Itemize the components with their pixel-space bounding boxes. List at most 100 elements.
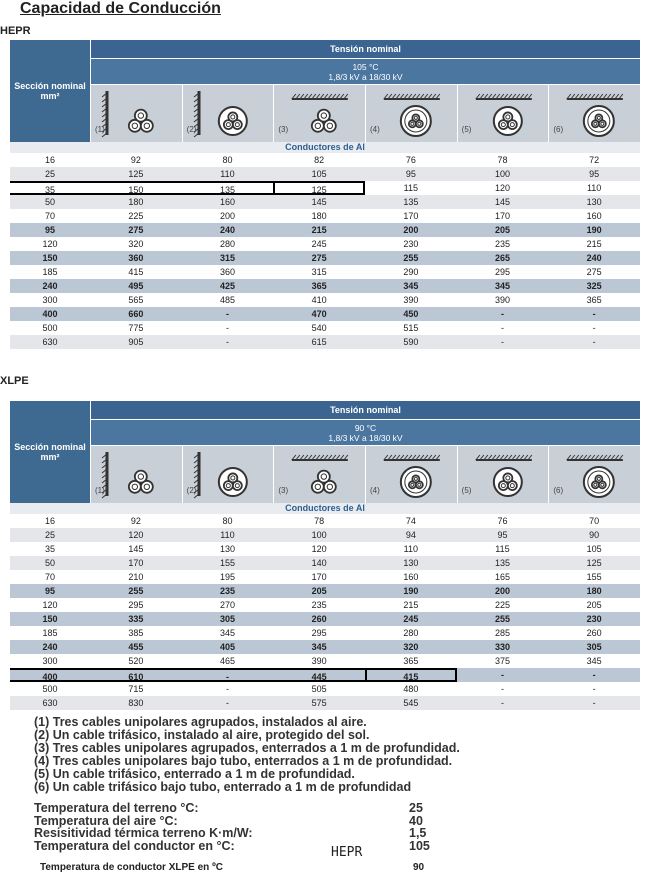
- table-cell: 455: [128, 642, 144, 652]
- table-cell: -: [500, 684, 504, 694]
- table-cell: 630: [42, 698, 58, 708]
- table-cell: 165: [494, 572, 510, 582]
- table-row: 400 660 - 470 450 - -: [10, 307, 640, 321]
- table-cell: 575: [311, 698, 327, 708]
- table-cell: 125: [273, 181, 365, 195]
- condition-value: 105: [409, 838, 430, 853]
- table-row: 70 225 200 180 170 170 160: [10, 209, 640, 223]
- icon-cell: (3): [273, 445, 365, 503]
- table-cell: 150: [42, 253, 58, 263]
- section-header: Sección nominal mm²: [10, 40, 90, 142]
- table-cell: 260: [586, 628, 602, 638]
- table-cell: 905: [128, 337, 144, 347]
- table-cell: 130: [403, 558, 419, 568]
- icon-cell: (1): [90, 445, 182, 503]
- table-cell: 35: [44, 544, 55, 554]
- voltage: 1,8/3 kV a 18/30 kV: [328, 432, 403, 443]
- table-cell: 280: [219, 239, 235, 249]
- table-row: 400 610-445 415- -: [10, 668, 640, 682]
- table-cell: 200: [403, 225, 419, 235]
- icon-cell: (2): [181, 445, 274, 503]
- table-cell: 345: [494, 281, 510, 291]
- condition-label: Temperatura del conductor en °C:: [34, 838, 235, 853]
- table-cell: 76: [497, 516, 508, 526]
- table-cell: 235: [311, 600, 327, 610]
- table-cell: 470: [311, 309, 327, 319]
- temperature-band: 90 °C 1,8/3 kV a 18/30 kV: [90, 419, 640, 445]
- table-cell: 335: [128, 614, 144, 624]
- table-cell: 100: [311, 530, 327, 540]
- table-row: 25 120 110 100 94 95 90: [10, 528, 640, 542]
- column-label: (2): [186, 125, 197, 134]
- table-cell: 275: [311, 253, 327, 263]
- column-label: (2): [186, 486, 197, 495]
- table-cell: -: [225, 309, 229, 319]
- unit: mm²: [40, 91, 60, 101]
- table-cell: 160: [219, 197, 235, 207]
- column-label: (6): [553, 125, 564, 134]
- table-cell: 120: [311, 544, 327, 554]
- table-cell: 70: [44, 211, 55, 221]
- table-cell: 320: [403, 642, 419, 652]
- table-cell: -: [592, 323, 596, 333]
- icon-cell: (2): [181, 84, 274, 142]
- table-cell: 360: [219, 267, 235, 277]
- table-cell: 775: [128, 323, 144, 333]
- table-cell: 415: [128, 267, 144, 277]
- conditions: Temperatura del terreno °C: 25 Temperatura…: [34, 802, 454, 852]
- install-icon: [383, 454, 441, 498]
- table-cell: 255: [403, 253, 419, 263]
- icon-cell: (4): [365, 84, 457, 142]
- table-cell: 485: [219, 295, 235, 305]
- table-cell: 140: [311, 558, 327, 568]
- table-label: HEPR: [0, 25, 31, 37]
- table-cell: 95: [497, 530, 508, 540]
- table-cell: 265: [494, 253, 510, 263]
- table-row: 150 335 305 260 245 255 230: [10, 612, 640, 626]
- table-cell: 70: [589, 516, 600, 526]
- table-cell: 80: [222, 155, 233, 165]
- table-cell: 230: [403, 239, 419, 249]
- table-cell: 185: [42, 267, 58, 277]
- voltage-header: Tensión nominal: [90, 40, 640, 58]
- table-cell: 450: [403, 309, 419, 319]
- table-cell: -: [225, 323, 229, 333]
- table-cell: 78: [497, 155, 508, 165]
- table-cell: 235: [219, 586, 235, 596]
- table-cell: 200: [219, 211, 235, 221]
- table-cell: 95: [44, 586, 55, 596]
- table-cell: 365: [311, 281, 327, 291]
- table-cell: 180: [311, 211, 327, 221]
- table-cell: 125: [586, 558, 602, 568]
- table-row: 35 145 130 120 110 115 105: [10, 542, 640, 556]
- table-cell: 520: [128, 656, 144, 666]
- table-cell: -: [592, 670, 596, 680]
- table-cell: 345: [586, 656, 602, 666]
- table-cell: 160: [403, 572, 419, 582]
- table-cell: -: [225, 337, 229, 347]
- table-cell: 505: [311, 684, 327, 694]
- temperature: 90 °C: [354, 422, 377, 433]
- subheader: Conductores de Al: [10, 503, 640, 514]
- table-cell: 215: [311, 225, 327, 235]
- icon-cell: (4): [365, 445, 457, 503]
- note: (1) Tres cables unipolares agrupados, in…: [34, 715, 367, 729]
- table-cell: 330: [494, 642, 510, 652]
- table-cell: 120: [494, 183, 510, 193]
- section-header-text: Sección nominal: [14, 442, 86, 452]
- table-cell: 315: [219, 253, 235, 263]
- table-cell: 360: [128, 253, 144, 263]
- table-cell: 715: [128, 684, 144, 694]
- table-cell: 70: [44, 572, 55, 582]
- icon-cell: (5): [456, 445, 549, 503]
- table-row: 50 180 160 145 135 145 130: [10, 195, 640, 209]
- table-cell: 115: [403, 183, 418, 193]
- column-label: (3): [278, 125, 289, 134]
- table-row: 300 520 465 390 365 375 345: [10, 654, 640, 668]
- table-cell: 82: [314, 155, 325, 165]
- table-cell: -: [500, 698, 504, 708]
- table-cell: 305: [586, 642, 602, 652]
- table-cell: 365: [586, 295, 602, 305]
- table-cell: 160: [586, 211, 602, 221]
